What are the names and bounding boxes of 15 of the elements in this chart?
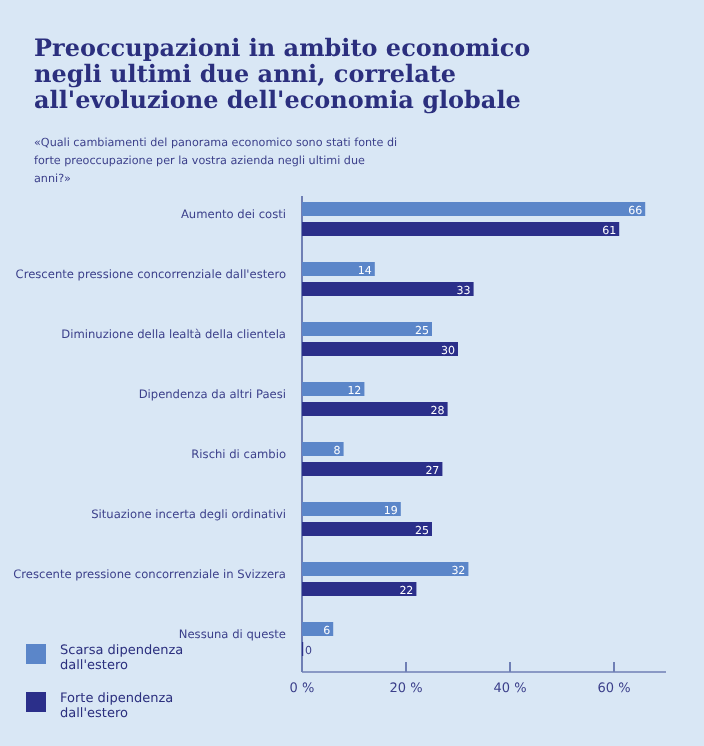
bar xyxy=(302,442,344,456)
bar xyxy=(302,562,469,576)
bar xyxy=(302,522,432,536)
chart-title: Preoccupazioni in ambito economico negli ultimi due anni, correlate all'evoluzione dell'economia globale xyxy=(34,34,531,114)
bar xyxy=(302,222,620,236)
bar xyxy=(302,322,432,336)
bar xyxy=(302,202,646,216)
bar xyxy=(302,582,417,596)
bar xyxy=(302,382,365,396)
bar xyxy=(302,462,443,476)
bar xyxy=(302,262,375,276)
bar xyxy=(302,282,474,296)
bar xyxy=(302,502,401,516)
bar xyxy=(302,402,448,416)
bar xyxy=(302,342,458,356)
